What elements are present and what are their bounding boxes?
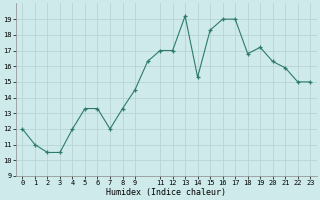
X-axis label: Humidex (Indice chaleur): Humidex (Indice chaleur) bbox=[106, 188, 226, 197]
